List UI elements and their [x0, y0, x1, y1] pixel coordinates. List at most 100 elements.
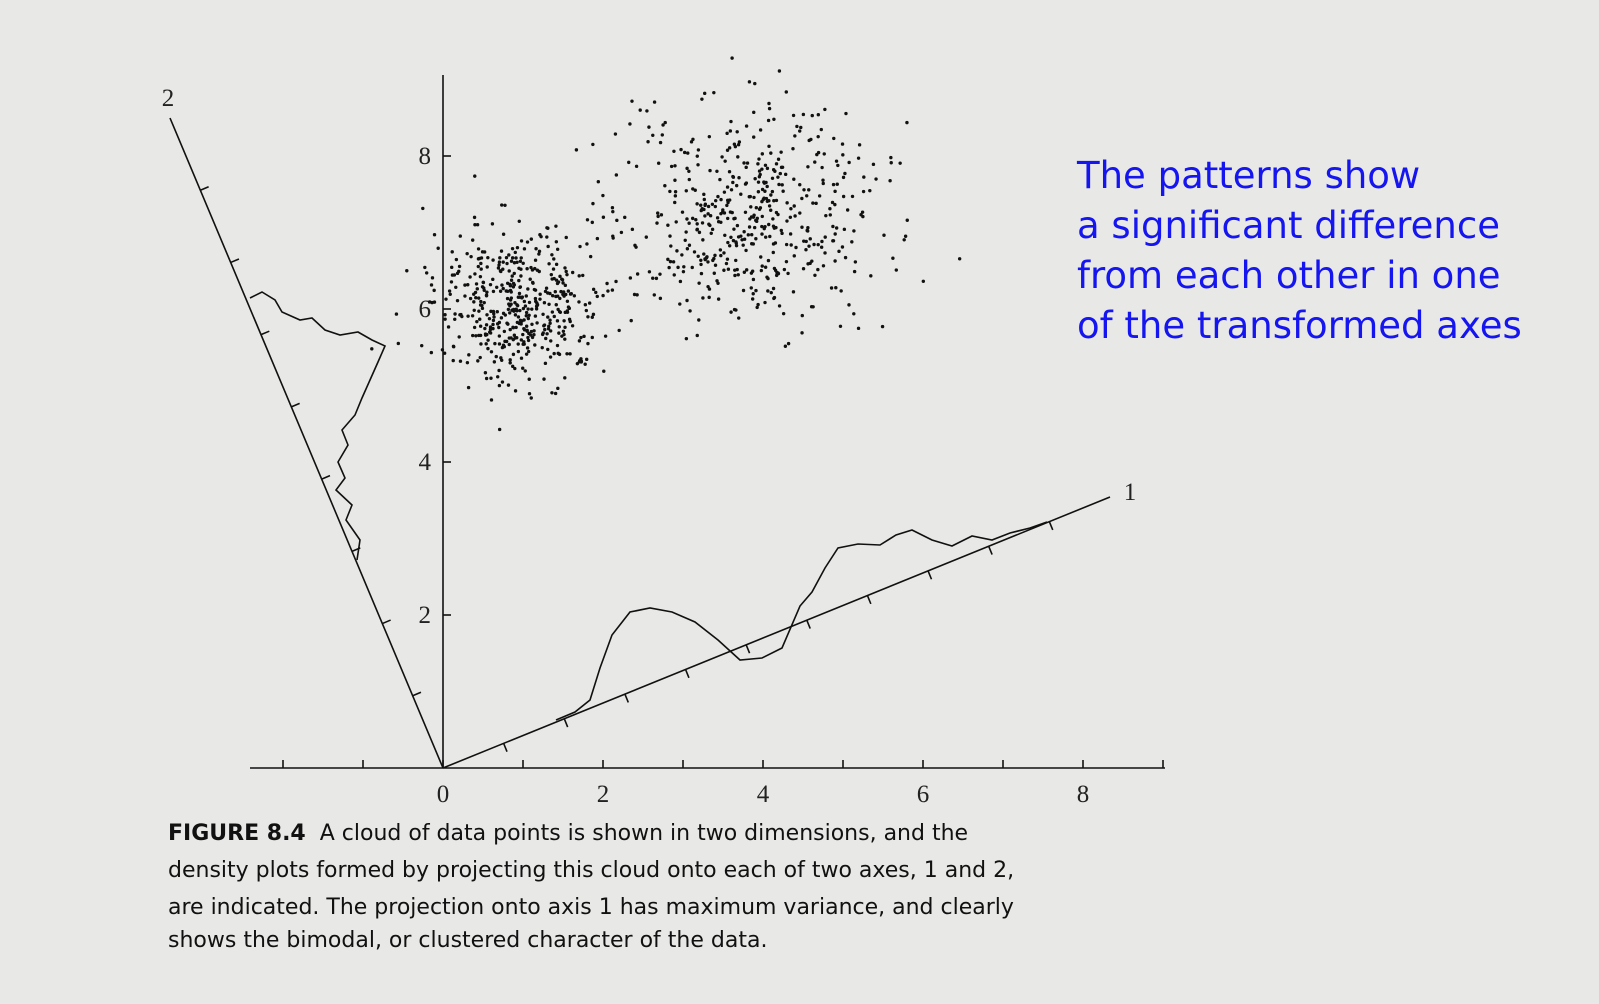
data-point	[513, 250, 517, 255]
data-point	[516, 315, 521, 319]
data-point	[816, 113, 821, 117]
data-point	[479, 256, 484, 260]
data-point	[788, 215, 793, 220]
data-point	[744, 165, 748, 170]
data-point	[675, 249, 679, 253]
data-point	[473, 272, 477, 276]
data-point	[845, 208, 850, 212]
data-point	[755, 219, 759, 224]
data-point	[490, 222, 495, 226]
data-point	[820, 239, 824, 244]
data-point	[703, 203, 707, 208]
data-point	[546, 327, 551, 331]
data-point	[507, 269, 511, 273]
data-point	[440, 348, 445, 352]
data-point	[793, 214, 797, 218]
data-point	[813, 273, 817, 277]
data-point	[491, 309, 496, 314]
data-point	[782, 267, 787, 272]
data-point	[715, 279, 719, 283]
data-point	[478, 317, 482, 321]
data-point	[458, 359, 463, 363]
data-point	[841, 175, 846, 180]
data-point	[479, 299, 483, 304]
data-point	[450, 265, 454, 270]
data-point	[515, 245, 520, 250]
data-point	[684, 189, 688, 193]
data-point	[507, 342, 511, 347]
data-point	[722, 268, 726, 272]
data-point	[768, 234, 772, 239]
data-point	[477, 296, 481, 300]
data-point	[565, 309, 570, 313]
data-point	[577, 300, 581, 304]
data-point	[736, 143, 741, 147]
data-point	[672, 149, 676, 154]
data-point	[617, 328, 621, 333]
data-point	[819, 127, 823, 132]
data-point	[487, 316, 492, 321]
data-point	[798, 129, 802, 133]
data-point	[524, 310, 529, 315]
data-point	[816, 267, 820, 272]
data-point	[466, 385, 471, 390]
data-point	[691, 187, 695, 191]
data-point	[766, 258, 771, 263]
data-point	[882, 233, 886, 237]
data-point	[801, 112, 806, 117]
data-point	[570, 270, 575, 275]
data-point	[628, 276, 633, 280]
data-point	[634, 164, 639, 169]
data-point	[798, 182, 802, 187]
axis-tick	[927, 570, 933, 580]
data-point	[602, 369, 606, 373]
data-point	[486, 338, 490, 342]
data-point	[524, 314, 529, 318]
data-point	[760, 214, 764, 219]
data-point	[760, 187, 765, 192]
data-point	[778, 171, 782, 176]
data-point	[713, 204, 718, 209]
data-point	[771, 168, 776, 172]
data-point	[521, 306, 526, 311]
data-point	[792, 204, 796, 208]
data-point	[478, 324, 483, 328]
data-point	[514, 256, 518, 260]
data-point	[563, 337, 567, 341]
data-point	[472, 308, 476, 312]
data-point	[673, 190, 678, 194]
data-point	[452, 273, 457, 277]
data-point	[538, 292, 542, 296]
data-point	[921, 279, 926, 283]
data-point	[820, 165, 824, 170]
data-point	[515, 336, 519, 340]
data-point	[702, 91, 707, 96]
data-point	[505, 296, 510, 301]
data-point	[524, 294, 528, 298]
data-point	[695, 222, 699, 226]
data-point	[771, 250, 775, 255]
data-point	[508, 358, 512, 362]
data-point	[898, 161, 902, 165]
data-point	[497, 368, 501, 373]
data-point	[685, 247, 690, 251]
data-point	[577, 339, 582, 343]
data-point	[795, 124, 799, 129]
data-point	[591, 201, 595, 206]
data-point	[489, 376, 493, 380]
data-point	[524, 324, 529, 328]
data-point	[558, 274, 562, 279]
data-point	[485, 313, 489, 317]
data-point	[484, 376, 489, 381]
data-point	[574, 148, 579, 152]
data-point	[578, 244, 582, 249]
data-point	[852, 229, 856, 233]
data-point	[498, 289, 503, 293]
data-point	[549, 272, 554, 277]
data-point	[749, 205, 753, 209]
data-point	[762, 180, 766, 184]
data-point	[763, 189, 767, 193]
data-point	[833, 189, 837, 194]
data-point	[601, 293, 605, 298]
data-point	[753, 177, 757, 181]
